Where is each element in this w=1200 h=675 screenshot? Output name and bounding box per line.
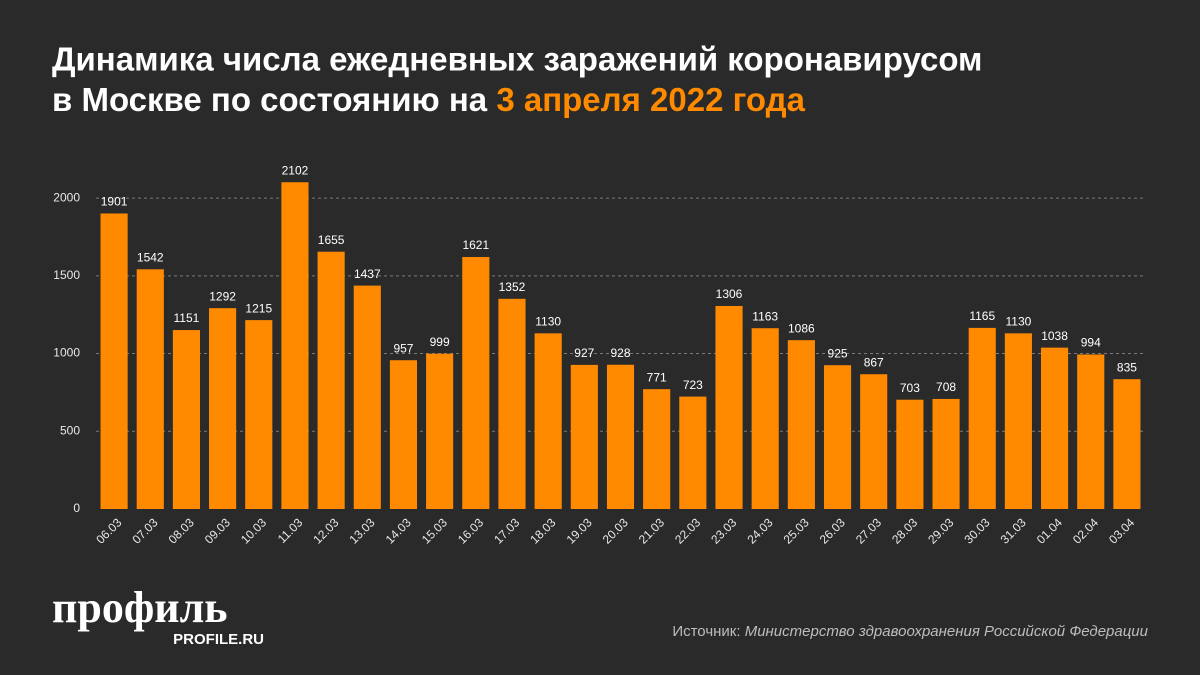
bar [1113,379,1141,509]
source: Источник: Министерство здравоохранения Р… [672,623,1148,640]
logo-sub: PROFILE.RU [173,631,264,648]
value-label: 1038 [1041,329,1068,343]
value-label: 928 [610,346,630,360]
value-label: 1306 [716,287,743,301]
bar [426,353,454,509]
bar [1004,333,1032,509]
chart-title: Динамика числа ежедневных заражений коро… [52,41,982,78]
value-label: 1215 [245,301,272,315]
logo: профиль [52,583,228,632]
source-text: Министерство здравоохранения Российской … [745,623,1149,640]
value-label: 1151 [174,311,200,325]
bar [932,398,960,509]
bar [498,298,526,509]
bar [462,257,490,509]
value-label: 994 [1081,336,1101,350]
bar [281,182,309,509]
value-label: 703 [900,381,920,395]
value-label: 925 [828,346,848,360]
value-label: 1163 [752,309,778,323]
bar [968,327,996,509]
chart-title-part: в Москве по состоянию на [52,81,488,118]
value-label: 1352 [499,280,526,294]
value-label: 927 [574,346,594,360]
value-label: 708 [936,380,956,394]
bar [534,333,562,509]
bar [787,340,815,509]
value-label: 1901 [101,195,128,209]
value-label: 957 [393,341,413,355]
value-label: 1086 [788,321,815,335]
value-label: 1621 [462,238,489,252]
bar [570,364,598,509]
bar [209,308,237,509]
value-label: 2102 [282,163,309,177]
chart-title-line: в Москве по состоянию на 3 апреля 2022 г… [52,81,806,118]
bar [715,305,743,509]
y-tick-label: 1500 [53,268,80,282]
value-label: 723 [683,378,703,392]
value-label: 1130 [535,315,561,329]
value-label: 1292 [209,289,236,303]
y-tick-label: 500 [60,423,80,437]
chart-title-highlight: 3 апреля 2022 года [496,81,805,118]
value-label: 1655 [318,233,345,247]
bar [679,396,707,509]
bar [1041,347,1069,509]
bar [643,389,671,509]
bar [317,251,345,510]
value-label: 999 [430,335,450,349]
value-label: 771 [647,370,667,384]
y-tick-label: 1000 [53,346,80,360]
value-label: 1130 [1005,315,1031,329]
value-label: 1437 [354,267,381,281]
value-label: 867 [864,355,884,369]
y-tick-label: 2000 [53,190,80,204]
bar [353,285,381,509]
bar [896,399,924,509]
bar [1077,354,1105,509]
bar [100,213,128,510]
bar [751,328,779,509]
bar [606,364,635,509]
value-label: 1165 [969,309,995,323]
bar [136,269,164,509]
bar [389,360,418,509]
value-label: 835 [1117,360,1137,374]
source-label: Источник: [672,623,740,640]
bar [172,330,200,509]
value-label: 1542 [137,250,164,264]
bar [823,365,852,509]
bar [245,320,273,509]
bar [860,374,888,509]
y-tick-label: 0 [73,501,80,515]
